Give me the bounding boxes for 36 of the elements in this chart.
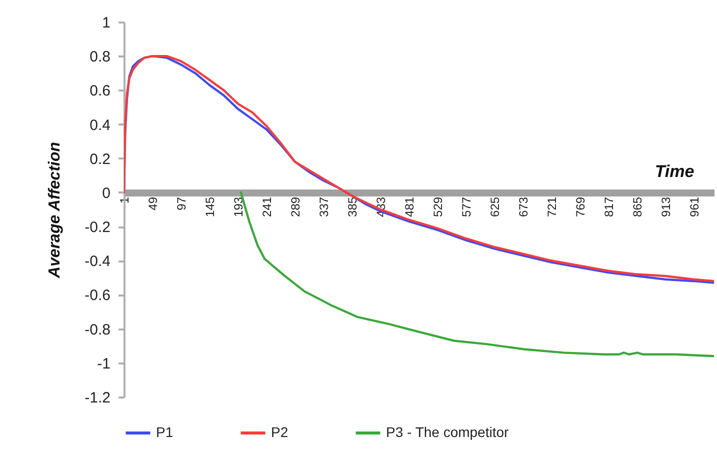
y-tick-label: 0.2 xyxy=(90,150,110,168)
y-tick-label: -1 xyxy=(97,355,110,372)
legend-label: P2 xyxy=(271,424,288,440)
x-tick-label: 145 xyxy=(202,196,217,217)
y-tick-label: -0.6 xyxy=(84,287,110,304)
x-tick-label: 97 xyxy=(174,196,188,210)
y-tick-label: 0.6 xyxy=(90,82,110,100)
x-tick-label: 625 xyxy=(488,196,502,217)
legend-label: P1 xyxy=(156,424,174,440)
y-tick-label: -0.2 xyxy=(84,219,110,236)
y-tick-label: -0.4 xyxy=(84,253,110,270)
x-tick-label: 769 xyxy=(573,196,588,217)
x-axis-title: Time xyxy=(654,162,694,181)
x-tick-label: 385 xyxy=(345,196,360,217)
y-tick-label: 1 xyxy=(102,14,110,32)
legend-label: P3 - The competitor xyxy=(386,424,510,440)
x-tick-label: 289 xyxy=(288,196,302,217)
y-tick-label: 0.4 xyxy=(90,116,110,134)
x-tick-label: 529 xyxy=(430,196,445,217)
x-tick-label: 961 xyxy=(687,196,702,217)
y-tick-label: -0.8 xyxy=(84,321,110,338)
y-axis-title: Average Affection xyxy=(46,142,64,280)
x-tick-label: 481 xyxy=(402,196,416,217)
x-tick-label: 721 xyxy=(544,196,559,217)
y-tick-label: -1.2 xyxy=(84,390,110,406)
x-tick-label: 49 xyxy=(146,196,160,210)
x-tick-label: 913 xyxy=(658,196,673,217)
y-tick-label: 0 xyxy=(102,184,110,202)
x-tick-label: 865 xyxy=(630,196,644,217)
x-tick-label: 337 xyxy=(316,196,331,217)
x-tick-label: 673 xyxy=(516,196,530,217)
x-tick-label: 241 xyxy=(260,196,274,217)
x-tick-label: 577 xyxy=(459,196,474,217)
x-tick-label: 817 xyxy=(602,196,616,217)
x-tick-label: 193 xyxy=(231,196,246,217)
y-tick-label: 0.8 xyxy=(90,48,110,66)
